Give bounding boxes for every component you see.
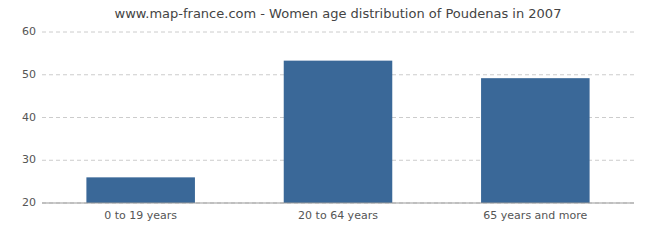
y-tick-label: 60 <box>22 25 36 38</box>
y-tick-label: 20 <box>22 196 36 209</box>
grid-line <box>42 203 634 204</box>
x-axis: 0 to 19 years 20 to 64 years 65 years and … <box>104 209 587 222</box>
y-tick-label: 50 <box>22 68 36 81</box>
grid-line <box>42 32 634 33</box>
grid <box>42 32 634 203</box>
bar <box>284 61 393 203</box>
y-tick-label: 30 <box>22 153 36 166</box>
x-axis-line <box>42 203 634 204</box>
x-tick-label: 65 years and more <box>483 209 587 222</box>
x-tick-label: 0 to 19 years <box>104 209 177 222</box>
x-tick-label: 20 to 64 years <box>298 209 378 222</box>
chart-container: 20 30 40 50 60 0 to 19 years 20 to 64 years 65 … <box>0 0 650 229</box>
title: www.map-france.com - Women age distribut… <box>115 6 562 21</box>
y-axis: 20 30 40 50 60 <box>22 25 36 209</box>
bar <box>481 78 590 203</box>
bars <box>86 61 589 203</box>
bar <box>86 177 195 203</box>
y-tick-label: 40 <box>22 111 36 124</box>
chart: 20 30 40 50 60 0 to 19 years 20 to 64 years 65 … <box>0 0 650 229</box>
